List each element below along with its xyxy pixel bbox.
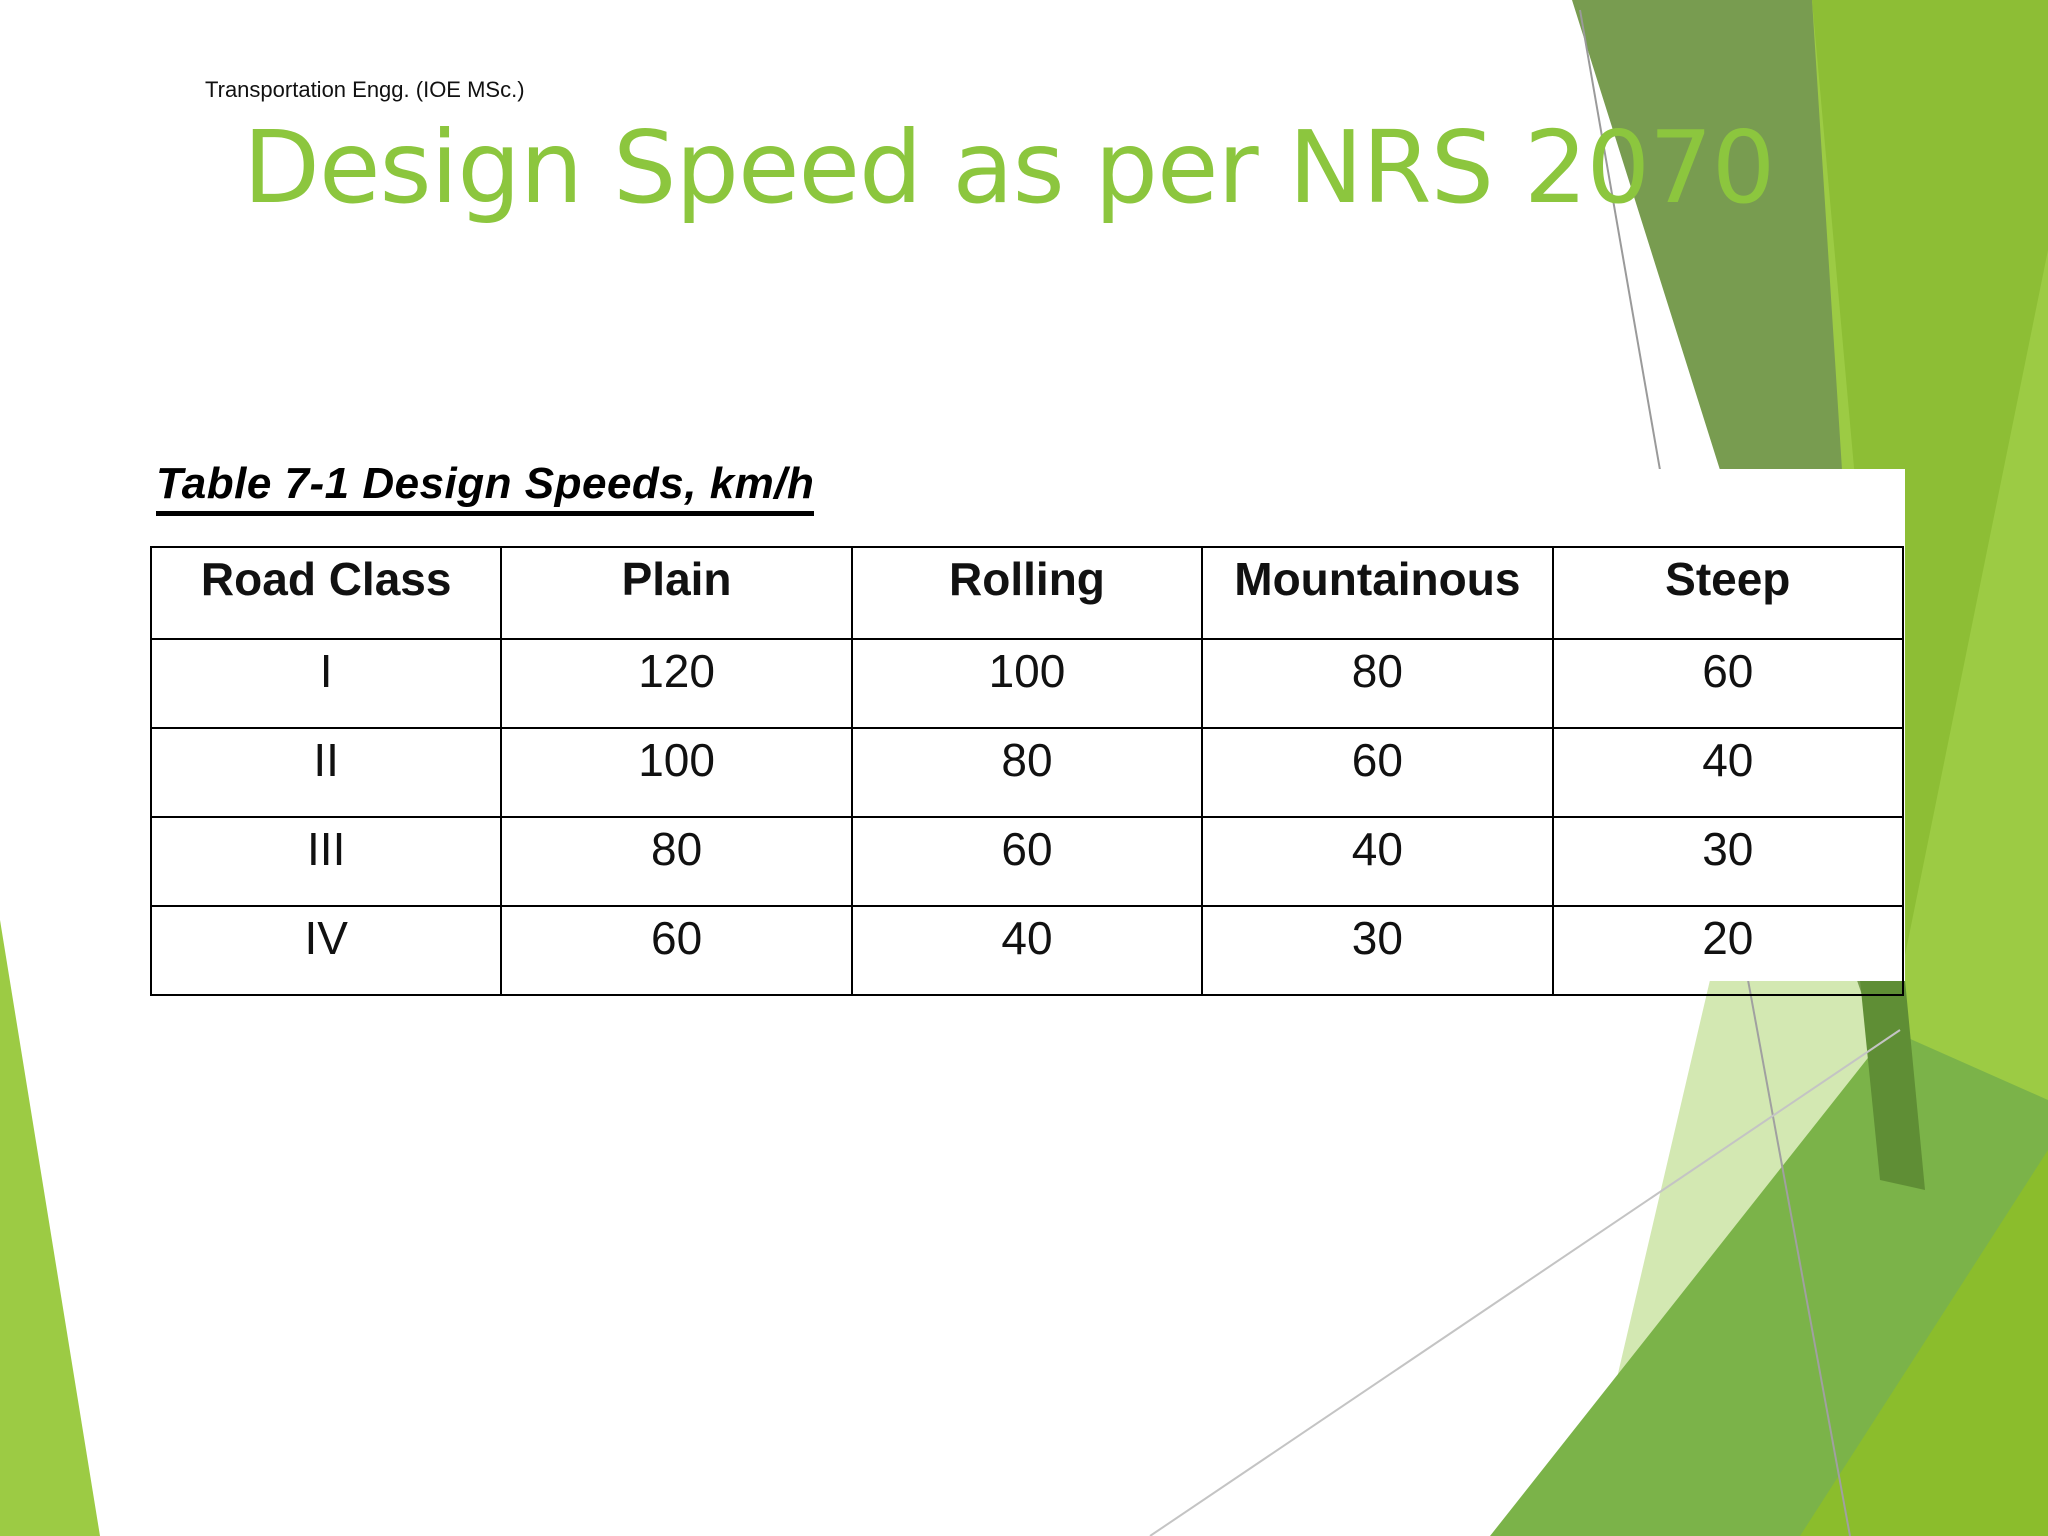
table-row: II 100 80 60 40	[149, 727, 1905, 818]
cell-plain: 100	[500, 727, 853, 818]
column-header-steep: Steep	[1551, 546, 1905, 640]
cell-steep: 60	[1551, 638, 1905, 729]
cell-mountainous: 80	[1201, 638, 1554, 729]
cell-road-class: IV	[149, 905, 503, 996]
decor-shape-right-dark	[1572, 0, 1895, 1300]
table-header-row: Road Class Plain Rolling Mountainous Ste…	[149, 546, 1905, 640]
decor-line-2	[1747, 979, 1851, 1536]
cell-mountainous: 30	[1201, 905, 1554, 996]
column-header-mountainous: Mountainous	[1201, 546, 1554, 640]
cell-steep: 30	[1551, 816, 1905, 907]
table-row: IV 60 40 30 20	[149, 905, 1905, 996]
cell-plain: 120	[500, 638, 853, 729]
cell-road-class: I	[149, 638, 503, 729]
column-header-road-class: Road Class	[149, 546, 503, 640]
table-row: I 120 100 80 60	[149, 638, 1905, 729]
column-header-rolling: Rolling	[850, 546, 1204, 640]
cell-rolling: 40	[850, 905, 1204, 996]
cell-mountainous: 60	[1201, 727, 1554, 818]
cell-road-class: III	[149, 816, 503, 907]
course-label: Transportation Engg. (IOE MSc.)	[205, 77, 525, 102]
decor-shape-right-mid	[1812, 0, 2048, 980]
cell-mountainous: 40	[1201, 816, 1554, 907]
cell-rolling: 100	[850, 638, 1204, 729]
cell-road-class: II	[149, 727, 503, 818]
table-row: III 80 60 40 30	[149, 816, 1905, 907]
decor-line-3	[1149, 1029, 1901, 1536]
decor-shape-left	[0, 920, 100, 1536]
cell-steep: 40	[1551, 727, 1905, 818]
cell-rolling: 80	[850, 727, 1204, 818]
decor-shape-lower-bright	[1800, 1150, 2048, 1536]
decor-shape-accent	[1860, 980, 1925, 1190]
cell-steep: 20	[1551, 905, 1905, 996]
decor-line-1	[1579, 9, 1661, 471]
cell-plain: 80	[500, 816, 853, 907]
slide-title: Design Speed as per NRS 2070	[243, 109, 1775, 226]
column-header-plain: Plain	[500, 546, 853, 640]
table-caption: Table 7-1 Design Speeds, km/h	[156, 459, 815, 516]
cell-rolling: 60	[850, 816, 1204, 907]
cell-plain: 60	[500, 905, 853, 996]
design-speed-table: Road Class Plain Rolling Mountainous Ste…	[149, 546, 1905, 996]
